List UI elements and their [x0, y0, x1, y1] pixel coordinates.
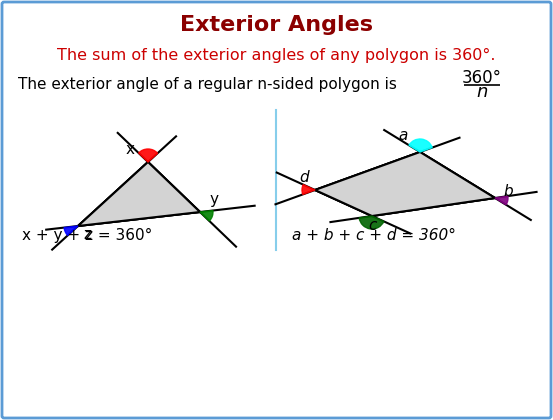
Text: x: x	[126, 142, 135, 157]
Text: b: b	[503, 184, 513, 199]
Text: c: c	[368, 218, 377, 233]
Wedge shape	[409, 139, 432, 152]
Wedge shape	[302, 185, 315, 194]
Wedge shape	[200, 210, 213, 221]
Polygon shape	[78, 162, 200, 226]
Wedge shape	[139, 149, 158, 162]
Text: a + b + c + d = 360°: a + b + c + d = 360°	[292, 228, 456, 242]
Wedge shape	[359, 216, 384, 229]
Text: 360°: 360°	[462, 69, 502, 87]
Text: n: n	[476, 83, 488, 101]
Wedge shape	[64, 226, 78, 236]
Polygon shape	[315, 152, 495, 216]
Text: The exterior angle of a regular n-sided polygon is: The exterior angle of a regular n-sided …	[18, 78, 397, 92]
Text: The sum of the exterior angles of any polygon is 360°.: The sum of the exterior angles of any po…	[57, 47, 495, 63]
Text: Exterior Angles: Exterior Angles	[180, 15, 373, 35]
Text: y: y	[210, 192, 219, 207]
Text: a: a	[398, 128, 408, 143]
Wedge shape	[495, 196, 508, 205]
Text: d: d	[299, 170, 309, 185]
Text: z: z	[83, 227, 91, 242]
Text: x + y + z = 360°: x + y + z = 360°	[22, 228, 153, 242]
